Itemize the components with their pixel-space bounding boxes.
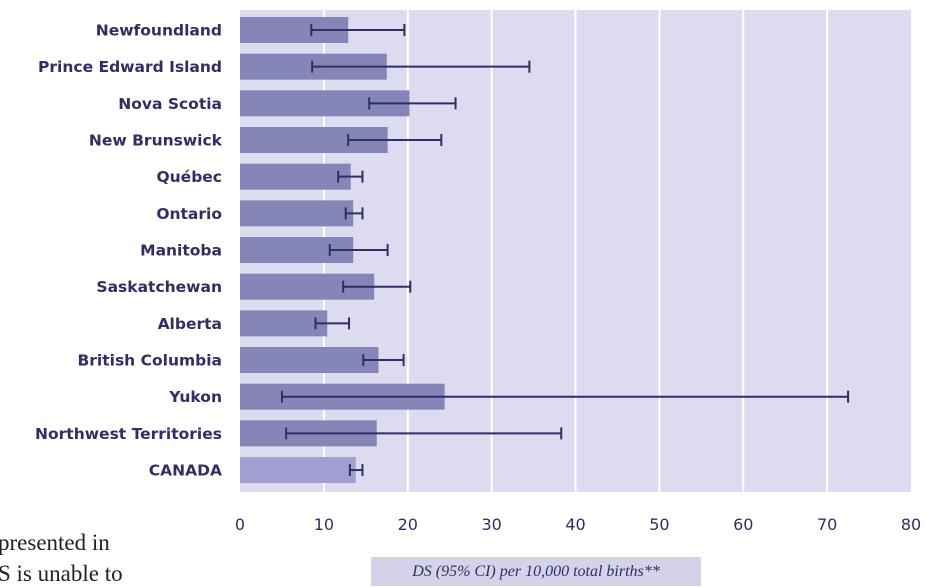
- category-label: Yukon: [168, 388, 222, 406]
- bar: [240, 200, 354, 227]
- category-label: Alberta: [158, 315, 222, 333]
- category-label: Prince Edward Island: [38, 58, 222, 76]
- category-labels: Newfoundland Prince Edward Island Nova Sco…: [35, 22, 223, 480]
- x-tick-label: 30: [481, 515, 501, 534]
- category-label: British Columbia: [77, 352, 222, 370]
- error-bar: [314, 317, 351, 330]
- background-text-fragment: presented in: [0, 530, 110, 555]
- x-axis-label: DS (95% CI) per 10,000 total births**: [412, 562, 660, 580]
- bar: [240, 163, 351, 190]
- x-tick-label: 0: [235, 515, 245, 534]
- error-bar: [310, 24, 406, 36]
- x-tick-label: 60: [733, 515, 753, 534]
- category-label: Newfoundland: [96, 22, 222, 40]
- bar: [240, 347, 379, 374]
- x-tick-labels: 0 10 20 30 40 50 60 70 80: [235, 515, 921, 534]
- x-tick-label: 70: [817, 515, 837, 534]
- error-bar: [328, 244, 389, 257]
- background-text-fragment: S is unable to: [0, 561, 123, 586]
- category-label: CANADA: [149, 462, 222, 480]
- x-tick-label: 50: [649, 515, 669, 534]
- error-bar: [342, 280, 412, 293]
- error-bar: [347, 134, 443, 147]
- category-label: New Brunswick: [89, 132, 223, 150]
- x-tick-label: 10: [314, 515, 334, 534]
- x-axis-label-box: DS (95% CI) per 10,000 total births**: [371, 557, 701, 586]
- category-label: Saskatchewan: [96, 278, 222, 296]
- error-bar: [337, 170, 364, 183]
- gridlines: [322, 10, 829, 492]
- category-label: Manitoba: [140, 242, 222, 260]
- category-label: Québec: [156, 168, 222, 186]
- error-bar: [344, 207, 364, 220]
- error-bars: [280, 24, 850, 477]
- category-label: Nova Scotia: [118, 95, 222, 113]
- error-bar: [348, 464, 364, 477]
- error-bar: [280, 390, 850, 403]
- error-bar: [311, 60, 531, 73]
- category-label: Ontario: [156, 205, 222, 223]
- bar: [240, 457, 356, 484]
- error-bar: [368, 97, 457, 110]
- bar-chart: Newfoundland Prince Edward Island Nova Sco…: [35, 10, 921, 534]
- x-tick-label: 80: [901, 515, 921, 534]
- bar: [240, 310, 328, 337]
- category-label: Northwest Territories: [35, 425, 222, 443]
- x-tick-label: 20: [398, 515, 418, 534]
- error-bar: [285, 427, 563, 440]
- error-bar: [362, 354, 405, 367]
- x-tick-label: 40: [565, 515, 585, 534]
